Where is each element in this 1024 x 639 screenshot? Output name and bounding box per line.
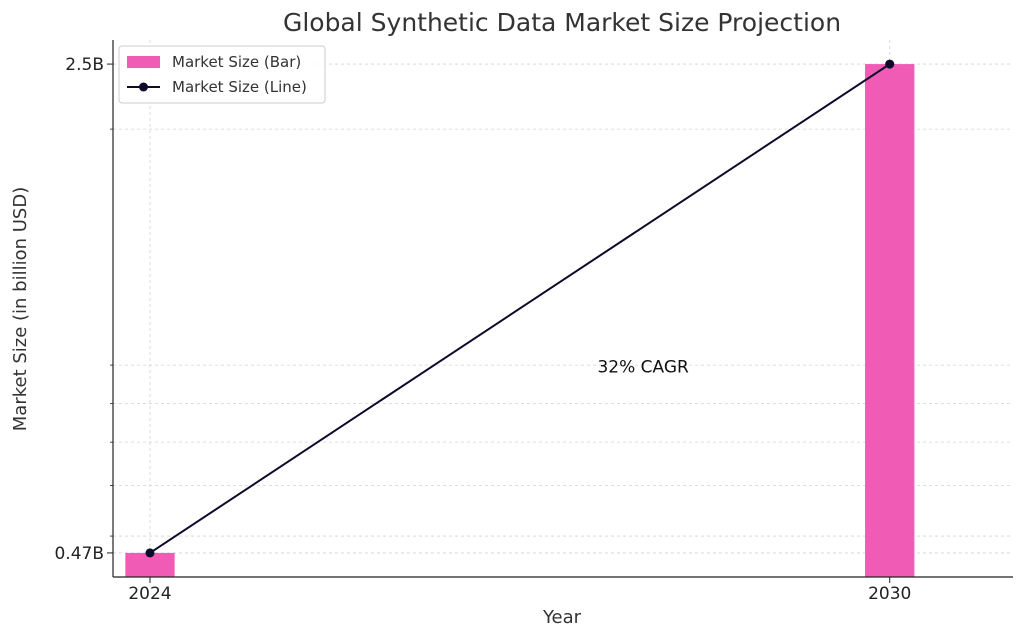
bar-2030 (865, 64, 915, 578)
series-line (149, 63, 891, 554)
x-axis-title: Year (542, 607, 582, 628)
x-tick-label-2030: 2030 (868, 584, 911, 604)
y-tick-label-1: 2.5B (65, 55, 104, 75)
ticks-layer: 0.47B 2.5B 2024 2030 (54, 55, 911, 604)
axes-layer (112, 40, 1013, 578)
legend-line-marker (139, 82, 148, 92)
cagr-annotation: 32% CAGR (597, 357, 689, 377)
legend-bar-label: Market Size (Bar) (172, 53, 301, 71)
x-tick-label-2024: 2024 (128, 584, 171, 604)
line-point-2024 (145, 548, 155, 558)
chart-title: Global Synthetic Data Market Size Projec… (283, 8, 841, 37)
legend: Market Size (Bar) Market Size (Line) (118, 45, 326, 104)
line-layer (145, 59, 895, 558)
y-axis-title: Market Size (in billion USD) (10, 187, 31, 431)
line-point-2030 (885, 59, 895, 69)
legend-box (118, 45, 326, 104)
legend-line-label: Market Size (Line) (172, 78, 307, 96)
bars-layer (125, 64, 915, 578)
legend-bar-swatch (127, 56, 160, 68)
y-tick-label-0: 0.47B (54, 544, 104, 564)
